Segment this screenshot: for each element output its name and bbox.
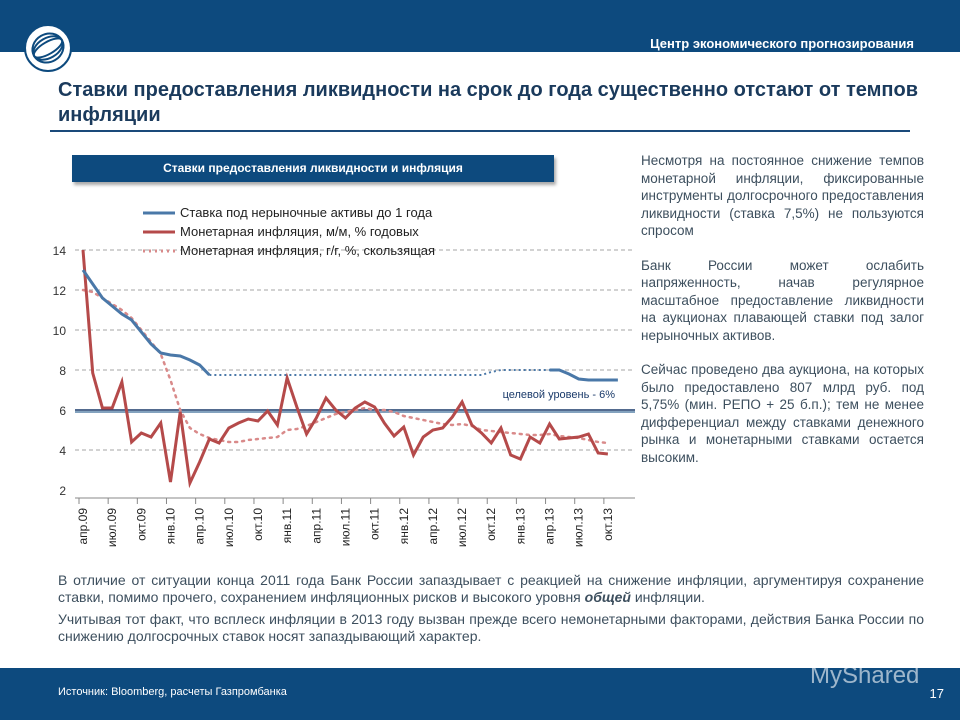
slide-title: Ставки предоставления ликвидности на сро… <box>58 79 918 126</box>
y-tick-label: 14 <box>53 244 67 258</box>
source-note: Источник: Bloomberg, расчеты Газпромбанк… <box>58 686 287 698</box>
line-chart: 2 4 6 8 10 12 14 апр.09 июл.09 окт.09 янв.10 апр.10… <box>53 205 635 547</box>
text: В отличие от ситуации конца 2011 года Ба… <box>58 572 924 605</box>
header-bar: Центр экономического прогнозирования <box>0 0 960 52</box>
x-tick-label: окт.13 <box>601 508 615 541</box>
x-tick-label: июл.11 <box>338 508 352 547</box>
series-line-rate <box>549 368 618 382</box>
x-tick-label: апр.10 <box>193 508 207 545</box>
legend-label: Монетарная инфляция, м/м, % годовых <box>180 224 419 239</box>
watermark: MyShared <box>810 662 920 689</box>
emphasis: общей <box>584 589 631 605</box>
page-number: 17 <box>929 686 944 701</box>
y-tick-label: 10 <box>53 324 67 338</box>
legend-label: Ставка под нерыночные активы до 1 года <box>180 205 433 220</box>
title-divider <box>50 130 910 132</box>
x-tick-label: янв.13 <box>513 508 527 545</box>
side-paragraph: Сейчас проведено два аукциона, на которы… <box>641 362 924 465</box>
footer-bar: Источник: Bloomberg, расчеты Газпромбанк… <box>0 668 960 720</box>
side-paragraph: Банк России может ослабить напряженность… <box>641 257 924 343</box>
x-tick-label: апр.09 <box>76 508 90 545</box>
series-line-rate-dotted <box>209 369 550 376</box>
x-tick-label: апр.11 <box>309 508 323 544</box>
legend-label: Монетарная инфляция, г/г, %, скользящая <box>180 243 435 258</box>
y-tick-label: 4 <box>59 444 66 458</box>
x-tick-label: янв.12 <box>397 508 411 545</box>
bottom-text: В отличие от ситуации конца 2011 года Ба… <box>58 572 924 650</box>
x-tick-label: июл.13 <box>572 508 586 547</box>
x-tick-label: июл.10 <box>222 508 236 547</box>
x-tick-label: апр.13 <box>543 508 557 545</box>
bottom-paragraph-1: В отличие от ситуации конца 2011 года Ба… <box>58 572 924 606</box>
x-tick-label: июл.09 <box>105 508 119 547</box>
series-line-yoy-inflation <box>81 288 610 445</box>
y-tick-label: 2 <box>59 484 66 498</box>
y-tick-label: 6 <box>59 404 66 418</box>
bottom-paragraph-2: Учитывая тот факт, что всплеск инфляции … <box>58 611 924 644</box>
side-text: Несмотря на постоянное снижение темпов м… <box>641 152 924 483</box>
company-logo <box>24 24 72 72</box>
org-name: Центр экономического прогнозирования <box>650 36 914 51</box>
x-tick-label: янв.10 <box>163 508 177 545</box>
series-line-rate <box>81 269 211 377</box>
x-tick-label: апр.12 <box>426 508 440 545</box>
chart-title: Ставки предоставления ликвидности и инфл… <box>72 155 554 182</box>
x-tick-label: окт.12 <box>484 508 498 541</box>
x-tick-label: окт.09 <box>134 508 148 541</box>
x-tick-label: окт.10 <box>251 508 265 541</box>
series-line-mom-inflation <box>81 249 609 489</box>
target-label: целевой уровень - 6% <box>503 389 616 401</box>
side-paragraph: Несмотря на постоянное снижение темпов м… <box>641 153 924 238</box>
y-tick-label: 12 <box>53 284 67 298</box>
x-tick-label: июл.12 <box>455 508 469 547</box>
text: инфляции. <box>630 589 705 605</box>
x-tick-label: окт.11 <box>368 508 382 540</box>
x-tick-label: янв.11 <box>280 508 294 544</box>
y-tick-label: 8 <box>59 364 66 378</box>
